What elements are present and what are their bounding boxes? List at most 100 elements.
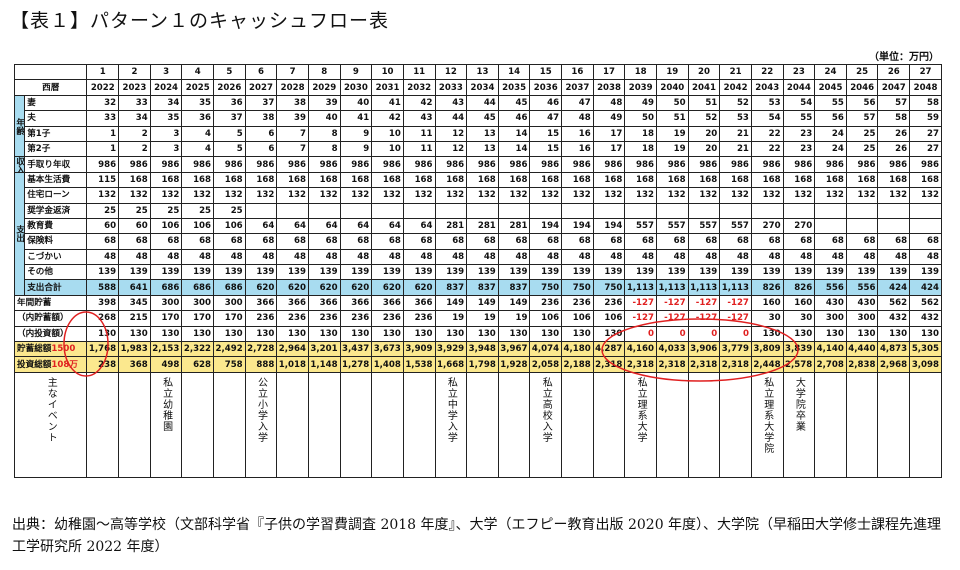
table-cell: 48 bbox=[624, 248, 657, 266]
table-cell: 115 bbox=[86, 171, 120, 189]
table-row-years: 西暦 2022 2023 2024 2025 2026 2027 2028 2029 2030 20… bbox=[13, 79, 942, 96]
table-cell: 300 bbox=[149, 294, 183, 312]
table-cell: 139 bbox=[624, 264, 657, 281]
table-cell: 170 bbox=[213, 310, 246, 327]
table-cell: 268 bbox=[86, 310, 120, 327]
table-cell: 48 bbox=[118, 248, 151, 266]
table-row-savings: （内投資額） 130 130 130 130 130 130 130 130 130 130 130 1… bbox=[13, 325, 942, 343]
table-row-expense: こづかい 48 48 48 48 48 48 48 48 48 48 48 48 48 48 48 48 48 48… bbox=[15, 248, 942, 266]
table-cell: 48 bbox=[339, 248, 373, 266]
table-cell: 1 bbox=[86, 125, 120, 142]
table-cell: 139 bbox=[371, 264, 404, 281]
table-cell: 168 bbox=[750, 171, 784, 189]
table-cell: 27 bbox=[909, 125, 942, 142]
table-cell: 2041 bbox=[687, 79, 721, 96]
table-cell: 16 bbox=[561, 63, 594, 81]
table-cell: 986 bbox=[782, 156, 816, 173]
table-cell: 68 bbox=[909, 233, 942, 250]
table-cell: 750 bbox=[561, 279, 594, 296]
table-cell: 19 bbox=[656, 125, 689, 142]
table-cell: 48 bbox=[149, 248, 183, 266]
table-cell: 50 bbox=[624, 110, 657, 127]
table-cell: 32 bbox=[86, 94, 120, 112]
table-cell: 40 bbox=[307, 110, 341, 127]
table-cell: 5 bbox=[213, 125, 246, 142]
table-cell: 986 bbox=[814, 156, 847, 173]
table-cell: 236 bbox=[402, 310, 436, 327]
table-cell: 2 bbox=[118, 140, 151, 158]
table-cell: 130 bbox=[402, 325, 436, 343]
table-cell: 1,113 bbox=[624, 279, 657, 296]
table-cell: 986 bbox=[149, 156, 183, 173]
table-cell: 132 bbox=[782, 187, 816, 204]
table-cell: 686 bbox=[149, 279, 183, 296]
table-cell: 837 bbox=[466, 279, 499, 296]
table-cell: -127 bbox=[719, 310, 752, 327]
table-cell: 19 bbox=[497, 310, 531, 327]
table-cell: 48 bbox=[561, 110, 594, 127]
table-cell: 132 bbox=[466, 187, 499, 204]
table-cell: 130 bbox=[339, 325, 373, 343]
table-cell: 1 bbox=[86, 140, 120, 158]
table-cell: 48 bbox=[909, 248, 942, 266]
table-cell: 557 bbox=[719, 217, 752, 235]
row-label: 夫 bbox=[24, 110, 88, 127]
table-cell: 366 bbox=[402, 294, 436, 312]
table-cell: 557 bbox=[687, 217, 721, 235]
table-cell: 8 bbox=[307, 125, 341, 142]
table-cell: 2040 bbox=[656, 79, 689, 96]
event-cell: 私立理系大学 bbox=[624, 371, 657, 478]
table-cell: 64 bbox=[307, 217, 341, 235]
table-cell: 21 bbox=[719, 63, 752, 81]
table-cell: 2027 bbox=[244, 79, 278, 96]
row-label: 基本生活費 bbox=[24, 171, 88, 189]
table-cell: 34 bbox=[118, 110, 151, 127]
table-cell: 106 bbox=[561, 310, 594, 327]
balance-initial: 1500 bbox=[51, 344, 76, 355]
table-cell: 139 bbox=[276, 264, 309, 281]
table-cell: 194 bbox=[529, 217, 563, 235]
table-cell: 48 bbox=[719, 248, 752, 266]
table-cell bbox=[592, 202, 626, 219]
table-cell: 55 bbox=[782, 110, 816, 127]
table-cell: 2039 bbox=[624, 79, 657, 96]
table-cell: 620 bbox=[339, 279, 373, 296]
table-cell: 139 bbox=[656, 264, 689, 281]
row-label: 第2子 bbox=[24, 140, 88, 158]
table-cell: 139 bbox=[845, 264, 879, 281]
table-cell: 986 bbox=[466, 156, 499, 173]
table-cell: 36 bbox=[181, 110, 215, 127]
table-cell: 556 bbox=[845, 279, 879, 296]
table-cell: 48 bbox=[656, 248, 689, 266]
table-cell: 3 bbox=[149, 63, 183, 81]
table-cell: 281 bbox=[434, 217, 468, 235]
table-cell: 986 bbox=[307, 156, 341, 173]
table-cell: 215 bbox=[118, 310, 151, 327]
table-cell: 48 bbox=[181, 248, 215, 266]
table-cell: 3,779 bbox=[719, 341, 752, 358]
table-cell: 398 bbox=[86, 294, 120, 312]
table-cell: 2,318 bbox=[719, 356, 752, 373]
table-cell: 106 bbox=[592, 310, 626, 327]
table-cell: 281 bbox=[497, 217, 531, 235]
table-cell: 1,113 bbox=[719, 279, 752, 296]
table-cell: 5,305 bbox=[909, 341, 942, 358]
table-cell: 130 bbox=[434, 325, 468, 343]
table-cell: 132 bbox=[497, 187, 531, 204]
table-cell: 13 bbox=[466, 63, 499, 81]
table-cell: 238 bbox=[86, 356, 120, 373]
table-cell: 2046 bbox=[845, 79, 879, 96]
table-cell: 64 bbox=[402, 217, 436, 235]
table-cell: 168 bbox=[402, 171, 436, 189]
table-cell: 986 bbox=[845, 156, 879, 173]
table-cell: 4,180 bbox=[561, 341, 594, 358]
table-cell: 3,437 bbox=[339, 341, 373, 358]
event-cell bbox=[307, 371, 341, 478]
table-cell: 168 bbox=[307, 171, 341, 189]
table-cell: 132 bbox=[814, 187, 847, 204]
table-cell: 1,148 bbox=[307, 356, 341, 373]
table-cell: 588 bbox=[86, 279, 120, 296]
table-cell: 986 bbox=[909, 156, 942, 173]
table-cell: 68 bbox=[877, 233, 911, 250]
table-cell: 52 bbox=[687, 110, 721, 127]
